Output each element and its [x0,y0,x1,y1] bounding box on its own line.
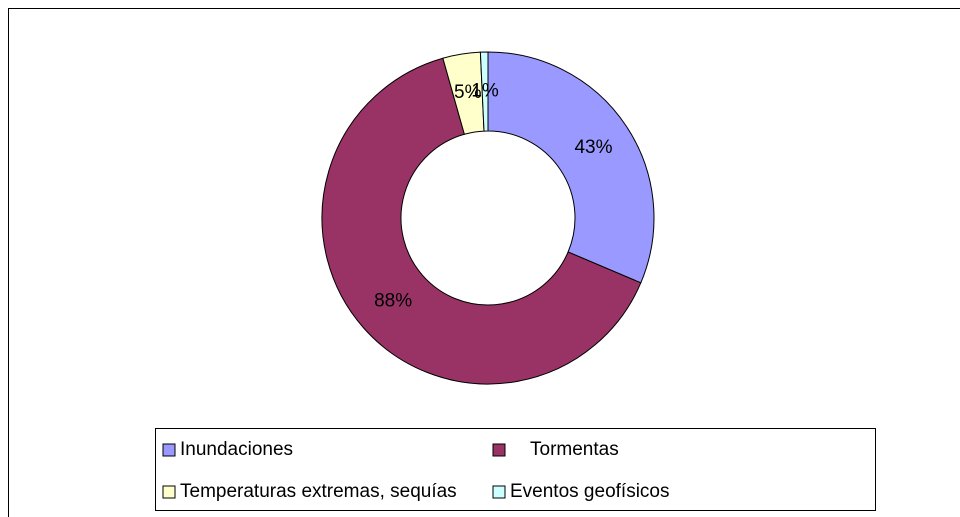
legend-label: Inundaciones [180,439,293,460]
data-label: 1% [471,81,499,102]
legend-swatch [492,485,506,499]
legend-swatch [162,485,176,499]
legend-label: Tormentas [530,439,619,460]
donut-segment [479,51,489,132]
legend-label: Temperaturas extremas, sequías [180,481,457,502]
data-label: 88% [374,291,412,312]
legend-box [155,428,876,511]
data-label: 5% [454,82,482,103]
legend-swatch [492,443,506,457]
legend-swatch [162,443,176,457]
donut-segment [321,57,642,385]
legend-label: Eventos geofísicos [510,481,669,502]
donut-segment [487,51,655,284]
data-label: 43% [574,137,612,158]
